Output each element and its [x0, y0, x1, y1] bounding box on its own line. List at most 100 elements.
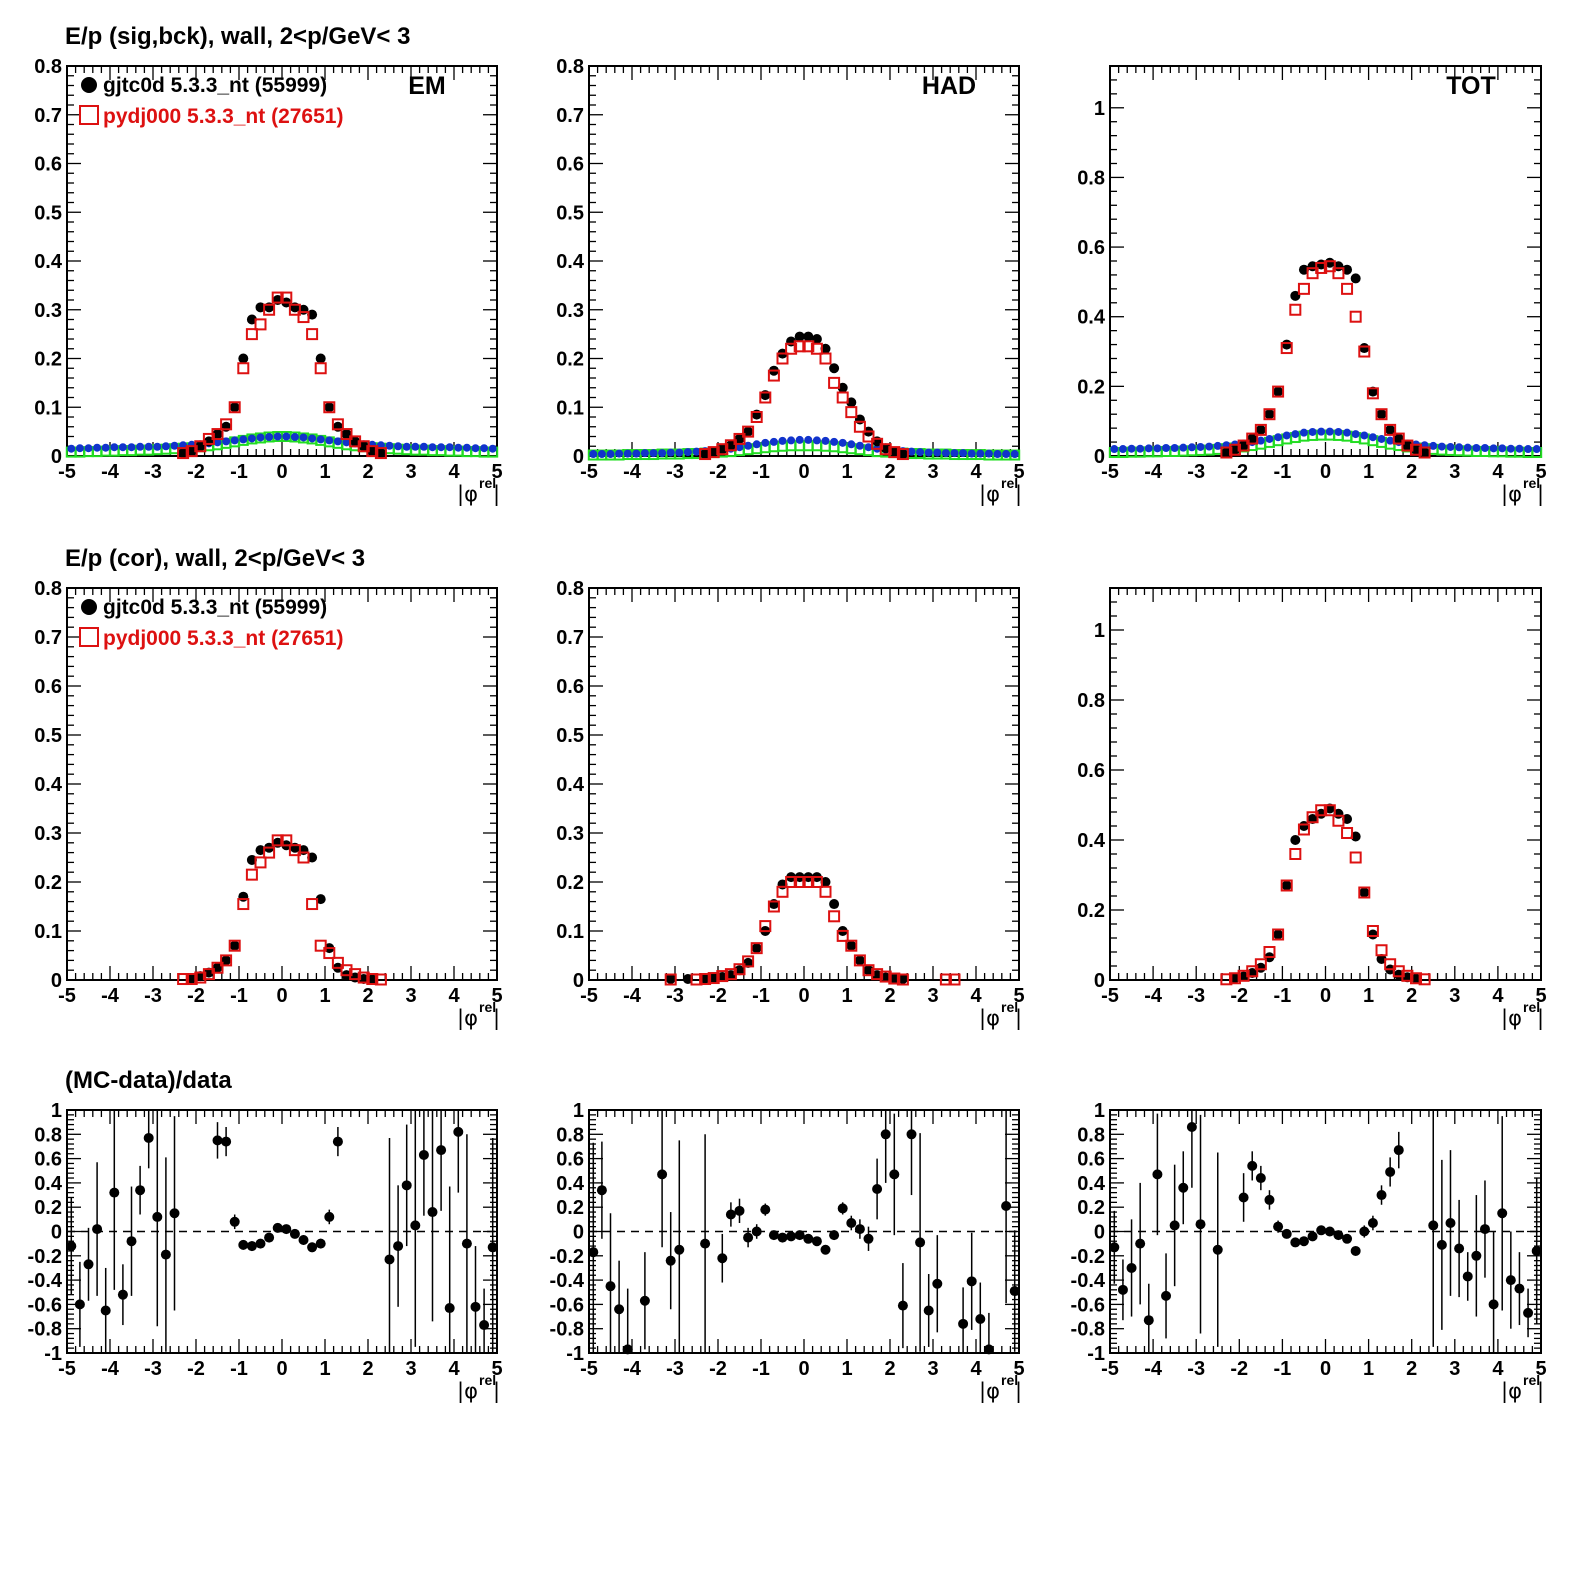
mc-point — [297, 851, 310, 864]
mc-point — [1323, 260, 1336, 273]
x-tick-label: 4 — [448, 1358, 460, 1380]
bck-data-point — [769, 437, 778, 446]
ratio-point — [1135, 1238, 1146, 1249]
mc-point — [340, 964, 353, 977]
bck-data-point — [933, 448, 942, 457]
x-tick-label: -5 — [580, 461, 598, 483]
x-axis-label-close: | — [1015, 1379, 1022, 1404]
ratio-point — [760, 1204, 771, 1215]
mc-point — [366, 973, 379, 986]
mc-point — [1332, 814, 1345, 827]
bck-data-point — [256, 433, 265, 442]
ratio-point — [461, 1238, 472, 1249]
ratio-point — [229, 1216, 240, 1227]
x-tick-label: -3 — [1187, 1358, 1205, 1380]
data-point — [212, 429, 223, 440]
panel-em-sigbck: -5 -4 -3 -2 -1 0 1 2 3 4 5 0 0.1 0.2 0.3 0.4 0.5 0.6 0.7 0.… — [34, 56, 502, 507]
bck-data-point — [1437, 442, 1446, 451]
ratio-point — [889, 1169, 900, 1180]
y-tick-label: 0.5 — [556, 725, 584, 747]
panel-had-ratio: -5 -4 -3 -2 -1 0 1 2 3 4 5-1-0.8-0.6-0.4-0.200.20.… — [550, 1100, 1025, 1404]
mc-point — [297, 311, 310, 324]
y-tick-label: 0.4 — [556, 1173, 585, 1195]
ratio-point — [143, 1132, 154, 1143]
data-point — [1273, 386, 1284, 397]
y-tick-label: 0.4 — [556, 251, 585, 273]
x-tick-label: 4 — [1492, 461, 1504, 483]
x-tick-label: -2 — [1230, 1358, 1248, 1380]
mc-point — [1366, 387, 1379, 400]
x-axis-label-sup: rel — [1001, 1372, 1018, 1388]
ratio-point — [1479, 1224, 1490, 1235]
x-tick-label: -5 — [58, 985, 76, 1007]
bck-data-point — [632, 449, 641, 458]
y-tick-label: 0.8 — [556, 1124, 584, 1146]
data-point — [743, 426, 754, 437]
bck-data-point — [1489, 444, 1498, 453]
y-tick-label: 1 — [1094, 1100, 1105, 1122]
data-point — [229, 940, 240, 951]
legend-mc-label: pydj000 5.3.3_nt (27651) — [103, 105, 343, 128]
mc-point — [750, 411, 763, 423]
ratio-point — [588, 1247, 599, 1258]
ratio-point — [410, 1220, 421, 1231]
x-tick-label: -3 — [666, 461, 684, 483]
mc-point — [1297, 823, 1310, 836]
x-axis-label-sup: rel — [1523, 475, 1540, 491]
ratio-point — [479, 1320, 490, 1331]
data-point — [1290, 835, 1301, 845]
x-tick-label: 1 — [841, 461, 852, 483]
row-title-sigbck: E/p (sig,bck), wall, 2<p/GeV< 3 — [65, 23, 410, 50]
data-point — [341, 429, 352, 440]
bck-data-point — [93, 443, 102, 452]
y-tick-label: -0.6 — [1071, 1294, 1105, 1316]
mc-point — [896, 448, 909, 461]
ratio-point — [1273, 1221, 1284, 1232]
ratio-point — [135, 1185, 146, 1196]
mc-point — [1410, 443, 1423, 456]
ratio-point — [1454, 1243, 1465, 1254]
legend-data-label: gjtc0d 5.3.3_nt (55999) — [103, 596, 327, 619]
mc-point — [716, 970, 729, 983]
ratio-point — [221, 1136, 232, 1147]
ratio-point — [1342, 1233, 1353, 1244]
x-tick-label: -1 — [230, 461, 248, 483]
y-tick-label: -0.2 — [28, 1246, 62, 1268]
data-point — [863, 965, 874, 976]
ratio-point — [315, 1238, 326, 1249]
ratio-point — [1367, 1217, 1378, 1228]
legend-data-marker — [81, 77, 97, 93]
bck-data-point — [488, 444, 497, 453]
x-tick-label: -2 — [1230, 985, 1248, 1007]
x-tick-label: -5 — [1101, 1358, 1119, 1380]
bck-data-point — [830, 437, 839, 446]
mc-point — [1384, 423, 1397, 436]
data-point — [700, 449, 711, 460]
ratio-point — [332, 1136, 343, 1147]
bck-data-point — [950, 449, 959, 458]
series-mc — [1220, 260, 1431, 459]
data-point — [350, 436, 361, 447]
ratio-point — [152, 1211, 163, 1222]
y-tick-label: 0 — [573, 1222, 584, 1244]
x-tick-label: -1 — [752, 461, 770, 483]
ratio-point — [83, 1259, 94, 1270]
series-mc — [1220, 804, 1431, 986]
y-tick-label: 1 — [1094, 620, 1105, 642]
mc-point — [1341, 282, 1354, 295]
y-tick-label: 0.6 — [556, 676, 584, 698]
y-tick-label: 0.7 — [556, 627, 584, 649]
mc-point — [366, 445, 379, 458]
y-tick-label: 0.8 — [1077, 1124, 1105, 1146]
y-tick-label: 0.6 — [1077, 760, 1105, 782]
mc-point — [1254, 958, 1267, 971]
bck-data-point — [385, 441, 394, 450]
mc-point — [280, 834, 293, 847]
mc-point — [1280, 879, 1293, 892]
y-tick-label: 0 — [51, 1222, 62, 1244]
x-tick-label: 0 — [276, 1358, 287, 1380]
bck-data-point — [1110, 445, 1119, 454]
ratio-point — [1531, 1245, 1542, 1256]
bck-data-point — [1429, 441, 1438, 450]
ratio-point — [470, 1301, 481, 1312]
